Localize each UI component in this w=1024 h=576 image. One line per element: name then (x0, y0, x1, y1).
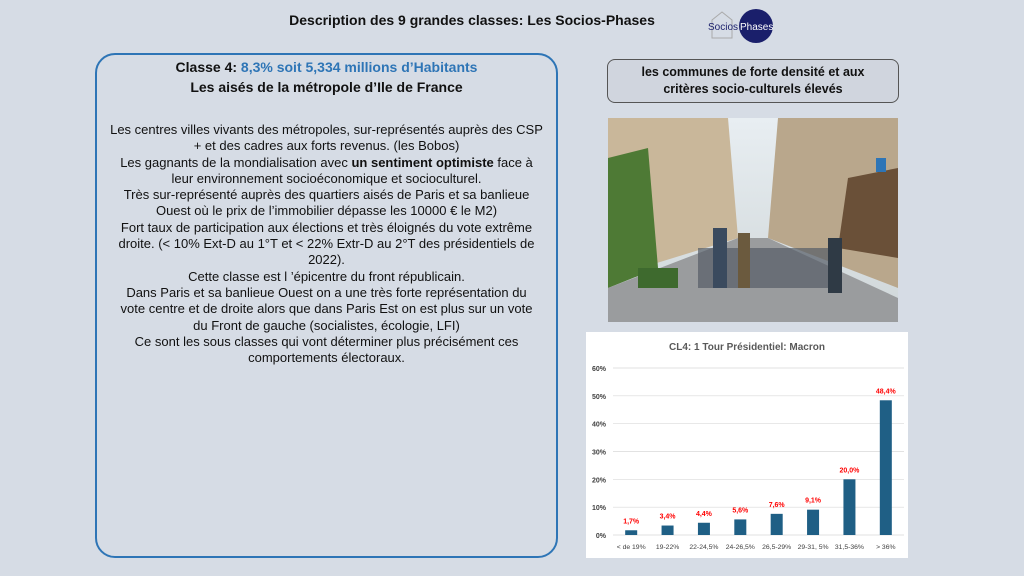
bar (697, 522, 710, 535)
bar (807, 509, 820, 535)
description-line: + et des cadres aux forts revenus. (les … (193, 138, 460, 154)
data-label: 48,4% (876, 388, 897, 395)
class-description-panel (95, 53, 558, 558)
bar (734, 519, 747, 535)
svg-text:Phases: Phases (740, 22, 773, 33)
class-heading: Classe 4: 8,3% soit 5,334 millions d’Hab… (95, 59, 558, 75)
bar (843, 479, 856, 535)
x-tick-label: 24-26,5% (726, 544, 755, 551)
x-tick-label: > 36% (876, 544, 895, 551)
description-line: Très sur-représenté auprès des quartiers… (123, 187, 530, 203)
description-line: Dans Paris et sa banlieue Ouest on a une… (126, 284, 527, 300)
y-tick-label: 20% (592, 477, 607, 484)
description-line: Fort taux de participation aux élections… (120, 219, 533, 235)
class-description-text: Les centres villes vivants des métropole… (95, 122, 558, 366)
bar (661, 525, 674, 535)
description-line: Ce sont les sous classes qui vont déterm… (134, 333, 519, 349)
data-label: 20,0% (840, 467, 861, 474)
chart-title: CL4: 1 Tour Présidentiel: Macron (669, 342, 825, 353)
data-label: 5,6% (732, 507, 749, 514)
y-tick-label: 60% (592, 366, 607, 373)
line-segment: face à (493, 154, 533, 170)
emphasis-text: un sentiment optimiste (351, 154, 494, 170)
description-line: Les centres villes vivants des métropole… (110, 122, 543, 137)
class-stats: 8,3% soit 5,334 millions d’Habitants (240, 59, 478, 75)
bar (770, 513, 783, 535)
bar (879, 400, 892, 535)
data-label: 9,1% (805, 498, 822, 505)
class-subtitle: Les aisés de la métropole d’Ile de Franc… (190, 79, 463, 95)
sociosphases-logo: Socios Phases (708, 9, 773, 43)
data-label: 4,4% (696, 511, 713, 518)
x-tick-label: 22-24,5% (689, 544, 718, 551)
x-tick-label: 19-22% (656, 544, 679, 551)
description-line: vote centre et de droite alors que dans … (120, 301, 533, 317)
svg-text:Socios: Socios (708, 22, 738, 33)
tagline-line: les communes de forte densité et aux (641, 65, 865, 79)
y-tick-label: 10% (592, 505, 607, 512)
description-line: Les gagnants de la mondialisation avec u… (95, 155, 558, 171)
description-line: 2022). (308, 252, 345, 268)
paris-street-photo (608, 118, 898, 322)
description-line: Ouest où le prix de l’immobilier dépasse… (155, 203, 498, 219)
class-label: Classe 4: (175, 59, 241, 75)
data-label: 3,4% (660, 514, 677, 521)
x-tick-label: < de 19% (617, 544, 646, 551)
description-line: droite. (< 10% Ext-D au 1°T et < 22% Ext… (118, 236, 535, 252)
data-label: 1,7% (623, 518, 640, 525)
x-tick-label: 26,5-29% (762, 544, 791, 551)
data-label: 7,6% (769, 502, 786, 509)
description-line: comportements électoraux. (248, 350, 405, 366)
y-tick-label: 30% (592, 450, 607, 457)
bar (625, 530, 638, 535)
description-line: leur environnement socioéconomique et so… (171, 170, 482, 186)
description-line: du Front de gauche (socialistes, écologi… (193, 317, 460, 333)
y-tick-label: 0% (596, 533, 607, 540)
bar-chart: CL4: 1 Tour Présidentiel: Macron 0% 10% 20… (586, 332, 908, 558)
line-segment: Les gagnants de la mondialisation avec (120, 154, 352, 170)
class-tagline: les communes de forte densité et aux crit… (607, 59, 899, 103)
slide-title: Description des 9 grandes classes: Les S… (289, 12, 655, 28)
description-line: Cette classe est l ’épicentre du front r… (188, 268, 465, 284)
y-tick-label: 50% (592, 394, 607, 401)
x-tick-label: 29-31, 5% (798, 544, 829, 551)
tagline-line: critères socio-culturels élevés (663, 82, 843, 96)
y-tick-label: 40% (592, 422, 607, 429)
x-tick-label: 31,5-36% (835, 544, 864, 551)
